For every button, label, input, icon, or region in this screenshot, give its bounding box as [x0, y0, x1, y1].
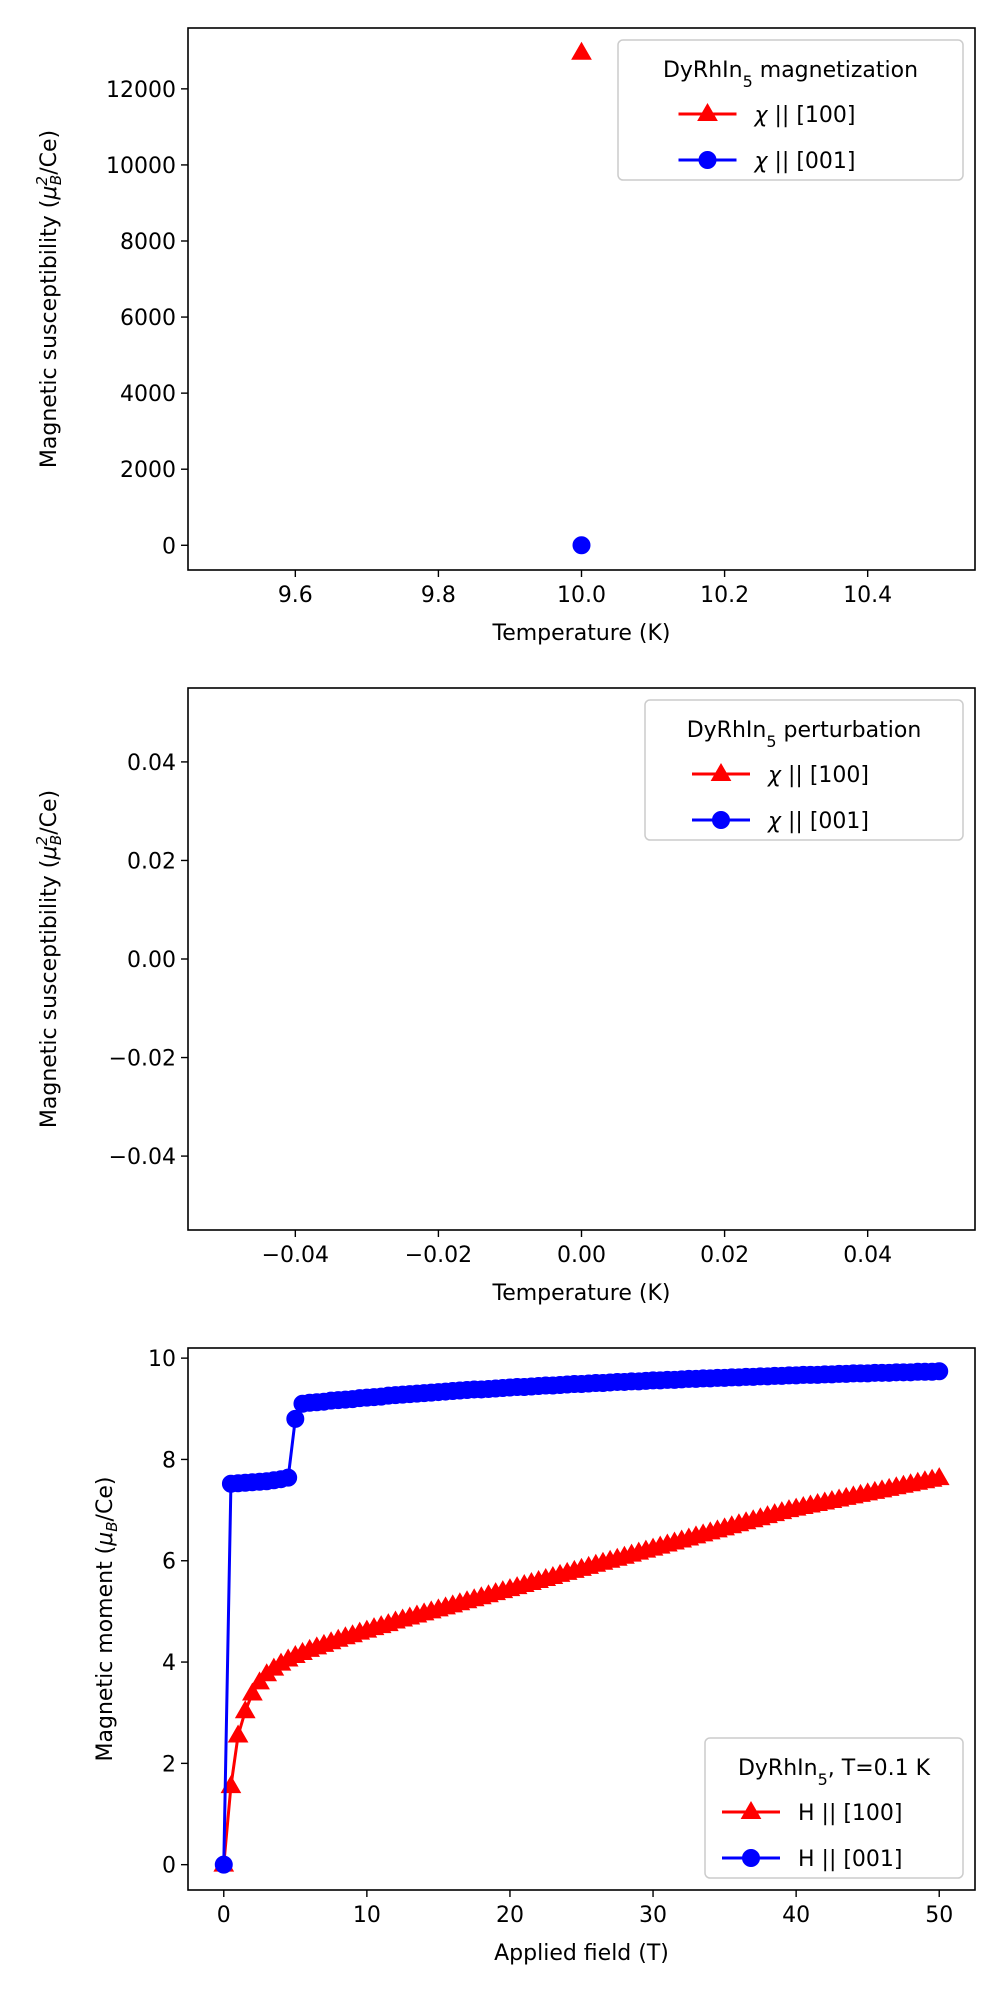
- x-tick-label: 9.6: [278, 583, 313, 608]
- data-point: [234, 1700, 256, 1719]
- x-axis-label: Temperature (K): [492, 1281, 671, 1306]
- y-tick-label: 10000: [106, 154, 176, 179]
- chart-panel-2: −0.04 −0.02 0.00 0.02 0.04 −0.04 −0.02 0.00 0.02…: [33, 687, 976, 1306]
- series-red: [213, 1467, 950, 1872]
- triangle-marker-icon: [710, 762, 732, 781]
- y-axis-label: Magnetic susceptibility (μ2B/Ce): [33, 790, 65, 1128]
- legend-title: DyRhIn5 perturbation: [687, 718, 922, 751]
- plot-frame: [187, 1347, 976, 1891]
- legend-entry-label: H || [001]: [798, 1847, 903, 1872]
- legend: DyRhIn5 magnetization χ || [100] χ || [001…: [617, 39, 964, 181]
- data-point: [930, 1362, 949, 1381]
- series-blue: [214, 1362, 949, 1874]
- legend-box: [704, 1737, 964, 1879]
- x-tick-label: −0.02: [405, 1243, 472, 1268]
- y-axis-label: Magnetic moment (μB/Ce): [93, 1477, 121, 1762]
- data-point: [928, 1467, 950, 1486]
- y-tick-label: 4: [162, 1651, 176, 1676]
- x-tick-label: 0.02: [700, 1243, 749, 1268]
- x-tick-label: 10.0: [557, 583, 606, 608]
- data-point: [572, 536, 591, 555]
- legend-entry-label: χ || [100]: [754, 103, 856, 128]
- x-tick-label: 30: [639, 1903, 667, 1928]
- series-red: [571, 41, 592, 60]
- y-tick-label: 10: [148, 1347, 176, 1372]
- x-tick-label: 50: [925, 1903, 953, 1928]
- data-point: [227, 1724, 249, 1743]
- x-tick-label: 10.2: [700, 583, 749, 608]
- data-point: [286, 1409, 305, 1428]
- y-tick-label: 6000: [120, 306, 176, 331]
- plot-area: [213, 1362, 950, 1874]
- y-tick-label: −0.02: [109, 1047, 176, 1072]
- triangle-marker-icon: [740, 1800, 762, 1819]
- data-point: [214, 1855, 233, 1874]
- x-tick-label: 10.4: [843, 583, 892, 608]
- x-tick-label: 10: [353, 1903, 381, 1928]
- x-tick-label: 0.04: [843, 1243, 892, 1268]
- legend-box: [644, 699, 964, 841]
- x-axis-label: Applied field (T): [494, 1941, 669, 1966]
- y-tick-label: 6: [162, 1550, 176, 1575]
- y-tick-label: 2: [162, 1752, 176, 1777]
- y-tick-label: 0.04: [127, 751, 176, 776]
- legend-title: DyRhIn5 magnetization: [663, 58, 918, 91]
- y-tick-label: 12000: [106, 78, 176, 103]
- y-tick-label: 0.00: [127, 948, 176, 973]
- y-axis-label: Magnetic susceptibility (μ2B/Ce): [33, 130, 65, 468]
- triangle-marker-icon: [697, 102, 718, 121]
- chart-panel-1: 9.6 9.8 10.0 10.2 10.4 0 2000 4000 6000 8000 10000…: [33, 27, 976, 646]
- y-tick-label: −0.04: [109, 1145, 176, 1170]
- y-tick-label: 0: [162, 1854, 176, 1879]
- data-point: [279, 1468, 298, 1487]
- legend-entry-label: H || [100]: [798, 1801, 903, 1826]
- circle-marker-icon: [742, 1849, 760, 1867]
- chart-panel-3: 0 10 20 30 40 50 0 2 4 6 8 10 Applied field (T) Magne…: [93, 1347, 976, 1966]
- x-tick-label: 0.00: [557, 1243, 606, 1268]
- y-tick-label: 8000: [120, 230, 176, 255]
- legend-entry-label: χ || [001]: [767, 809, 869, 834]
- data-point: [571, 41, 592, 60]
- circle-marker-icon: [712, 811, 730, 829]
- plot-area: [571, 41, 592, 555]
- y-tick-label: 0: [162, 534, 176, 559]
- x-tick-label: −0.04: [262, 1243, 329, 1268]
- x-tick-label: 9.8: [421, 583, 456, 608]
- data-point: [242, 1682, 263, 1701]
- y-tick-label: 4000: [120, 382, 176, 407]
- y-tick-label: 8: [162, 1448, 176, 1473]
- legend-entry-label: χ || [100]: [767, 763, 869, 788]
- legend-entry-label: χ || [001]: [754, 149, 856, 174]
- x-tick-label: 20: [496, 1903, 524, 1928]
- x-tick-label: 0: [217, 1903, 231, 1928]
- y-tick-label: 2000: [120, 458, 176, 483]
- x-tick-label: 40: [782, 1903, 810, 1928]
- legend: DyRhIn5 perturbation χ || [100] χ || [001]: [644, 699, 964, 841]
- y-tick-label: 0.02: [127, 849, 176, 874]
- x-axis-label: Temperature (K): [492, 621, 671, 646]
- legend-title: DyRhIn5, T=0.1 K: [738, 1756, 931, 1789]
- circle-marker-icon: [698, 151, 717, 169]
- series-blue: [572, 536, 591, 555]
- legend-box: [617, 39, 964, 181]
- legend: DyRhIn5, T=0.1 K H || [100] H || [001]: [704, 1737, 964, 1879]
